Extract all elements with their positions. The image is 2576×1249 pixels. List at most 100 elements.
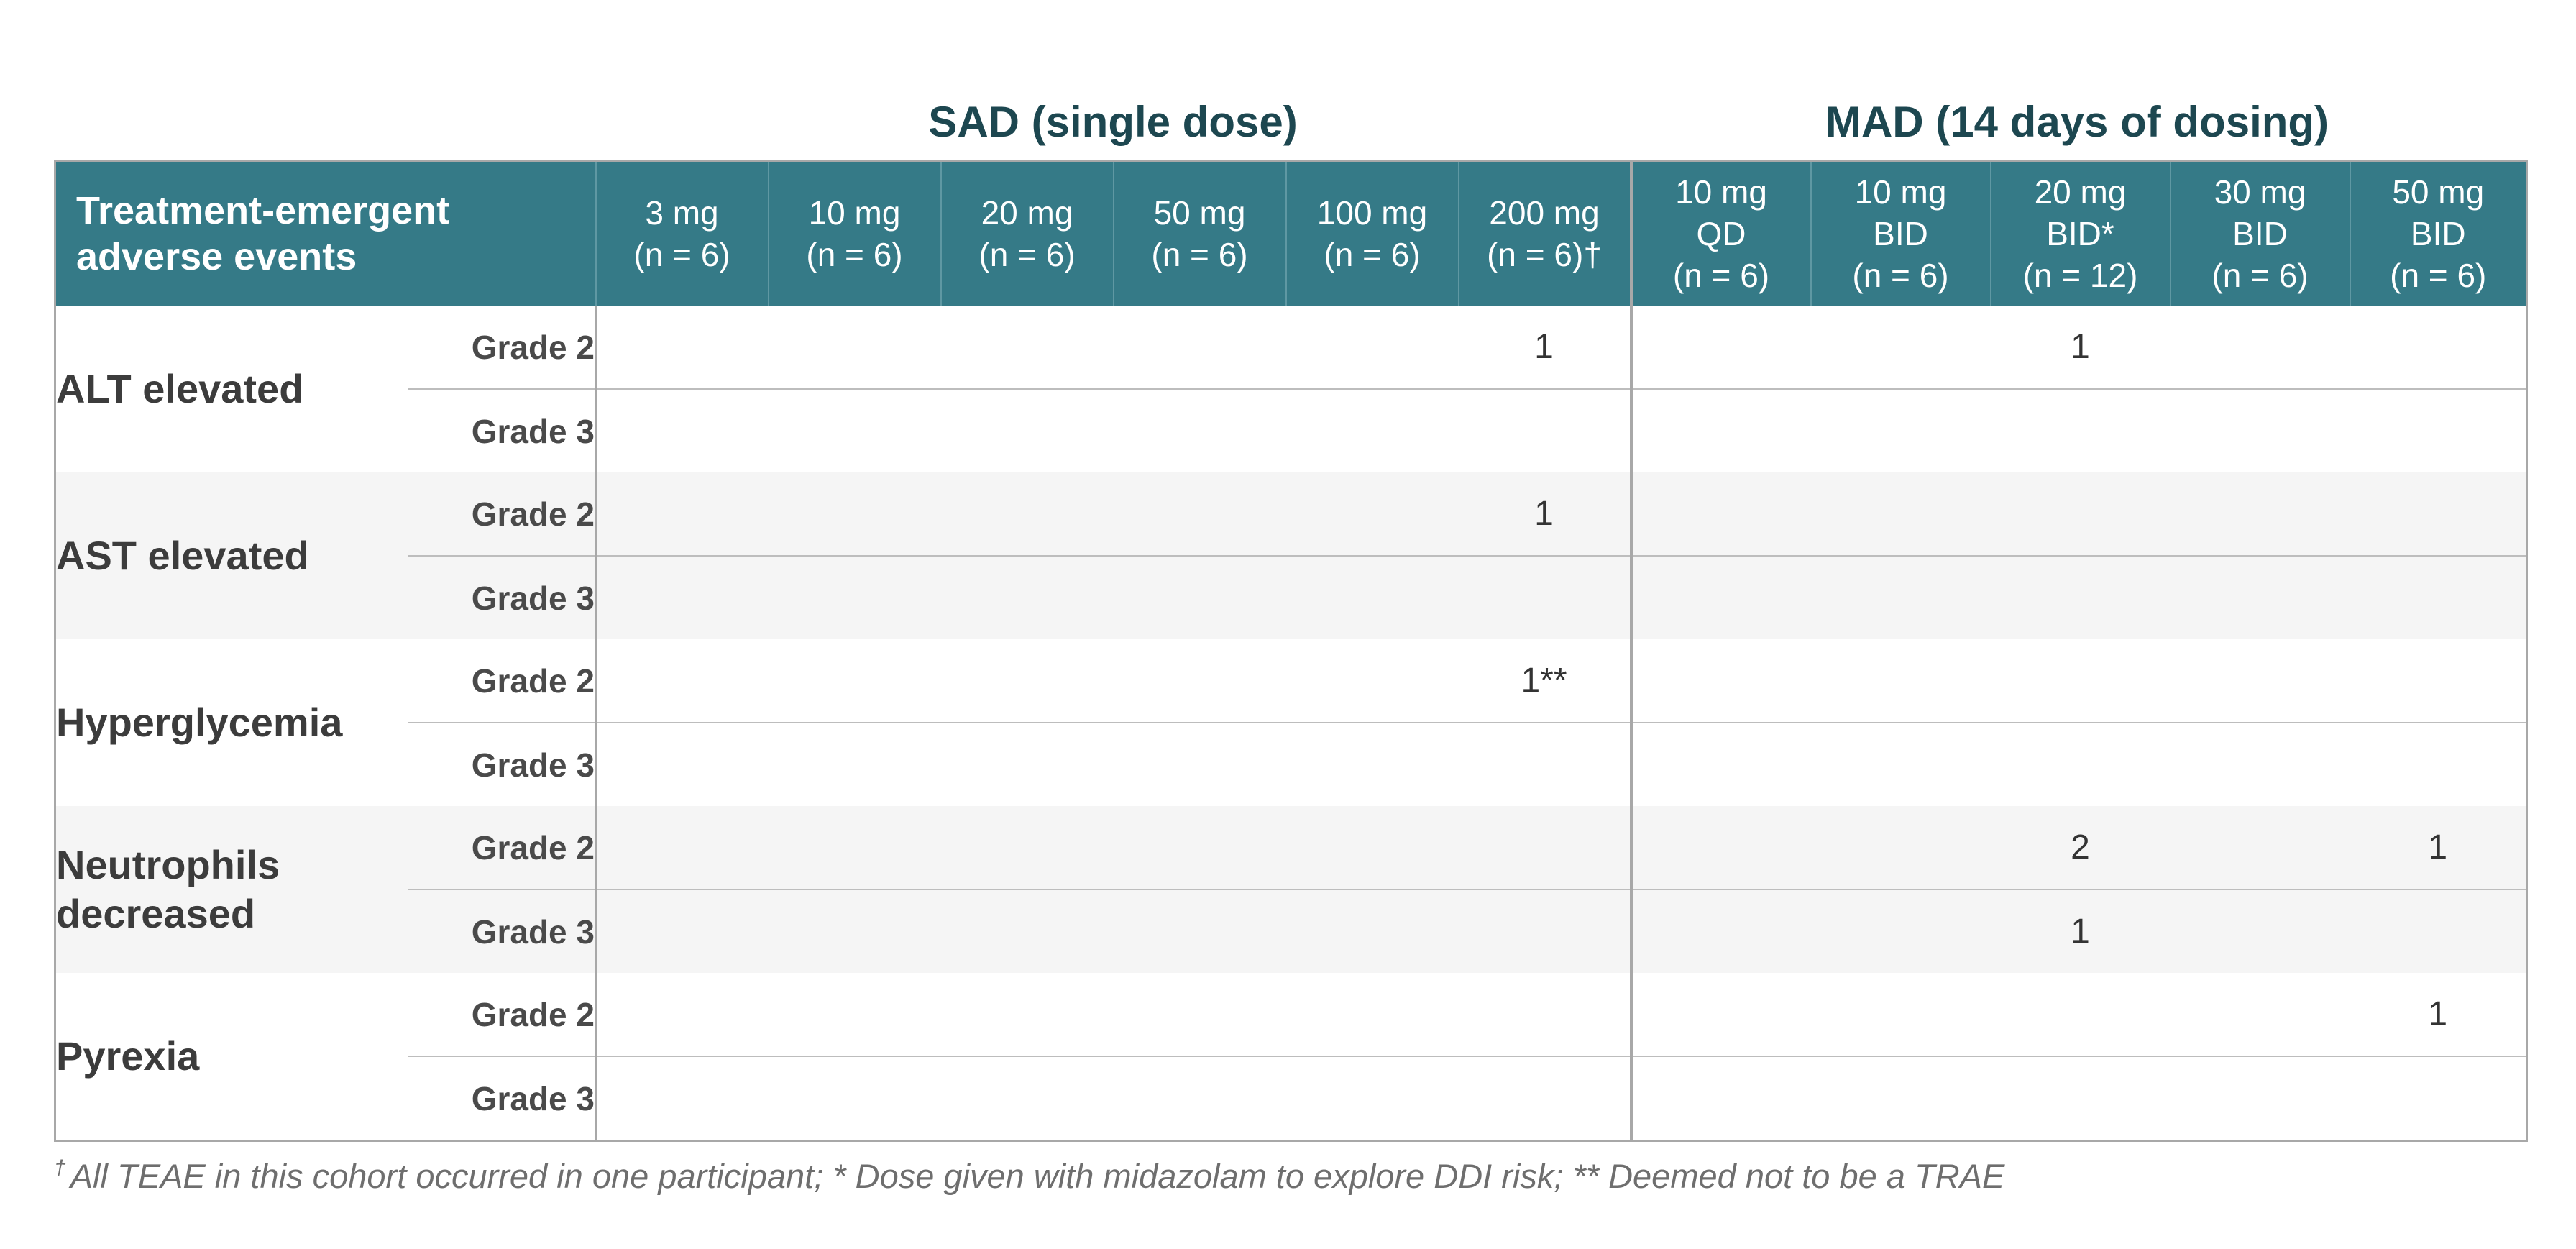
event-count-cell xyxy=(1286,723,1459,806)
event-count-cell xyxy=(595,639,769,723)
event-count-cell xyxy=(2350,723,2527,806)
dose-header-line: QD xyxy=(1696,215,1746,252)
grade-label: Grade 2 xyxy=(407,306,596,390)
event-count-cell xyxy=(595,306,769,390)
dose-column-header: 100 mg (n = 6) xyxy=(1285,160,1459,306)
event-count-cell xyxy=(1629,639,1811,723)
event-count-cell xyxy=(2350,889,2527,973)
grade-label: Grade 3 xyxy=(407,889,596,973)
event-count-cell xyxy=(1285,639,1459,723)
dose-column-header: 20 mg BID* (n = 12) xyxy=(1989,160,2171,306)
dose-header-line: (n = 6) xyxy=(633,236,730,273)
event-name: Neutrophils decreased xyxy=(55,806,408,973)
event-count-cell xyxy=(2350,306,2527,390)
event-count-cell xyxy=(1286,1056,1459,1141)
event-count-cell xyxy=(1991,1056,2171,1141)
event-count-cell xyxy=(1810,889,1991,973)
event-count-cell xyxy=(768,889,941,973)
event-count-cell xyxy=(940,556,1114,639)
event-count-cell xyxy=(940,806,1114,890)
dose-header-line: BID xyxy=(2410,215,2466,252)
event-count-cell xyxy=(2170,973,2350,1057)
grade-label: Grade 2 xyxy=(407,472,596,557)
dose-column-header: 3 mg (n = 6) xyxy=(595,160,769,306)
event-count-cell xyxy=(2350,389,2527,472)
event-count-cell xyxy=(1458,556,1631,639)
footnote: † All TEAE in this cohort occurred in one… xyxy=(54,1140,2520,1197)
event-count-cell xyxy=(595,389,769,472)
event-count-cell xyxy=(2350,556,2527,639)
event-count-cell xyxy=(940,889,1114,973)
event-count-cell: 1 xyxy=(1458,306,1631,390)
table-row: Grade 3 xyxy=(55,556,2527,639)
event-count-cell xyxy=(595,472,769,557)
event-count-cell: 1 xyxy=(2350,973,2527,1057)
event-count-cell xyxy=(768,806,941,890)
event-count-cell xyxy=(768,556,941,639)
dose-column-header: 10 mg (n = 6) xyxy=(767,160,941,306)
event-count-cell xyxy=(1629,806,1811,890)
event-count-cell xyxy=(1285,472,1459,557)
event-count-cell xyxy=(1810,639,1991,723)
dose-header-line: 20 mg xyxy=(2034,173,2127,211)
event-name-line: AST elevated xyxy=(56,533,309,578)
dose-header-line: 10 mg xyxy=(1854,173,1947,211)
event-count-cell xyxy=(595,889,769,973)
event-count-cell xyxy=(1629,1056,1811,1141)
dose-column-header: 10 mg QD (n = 6) xyxy=(1629,160,1811,306)
event-count-cell xyxy=(941,389,1114,472)
event-count-cell xyxy=(595,723,769,806)
dose-column-header: 30 mg BID (n = 6) xyxy=(2169,160,2350,306)
event-count-cell: 1 xyxy=(1458,472,1631,557)
event-count-cell xyxy=(2350,639,2527,723)
event-count-cell xyxy=(1990,556,2171,639)
table-header-row: Treatment-emergent adverse events 3 mg (n… xyxy=(55,160,2527,306)
grade-label: Grade 3 xyxy=(471,1079,595,1117)
event-count-cell xyxy=(1458,889,1631,973)
event-count-cell xyxy=(1990,472,2171,557)
grade-label: Grade 2 xyxy=(407,806,596,890)
event-count-cell xyxy=(1113,556,1286,639)
dose-column-header: 200 mg (n = 6)† xyxy=(1457,160,1631,306)
event-count-cell xyxy=(2350,472,2527,557)
dose-header-line: 200 mg xyxy=(1489,194,1600,232)
event-count-cell xyxy=(1113,889,1286,973)
event-count-cell xyxy=(1459,723,1631,806)
event-count-cell xyxy=(1458,973,1631,1057)
event-count-cell xyxy=(1629,472,1811,557)
event-count-cell xyxy=(1459,389,1631,472)
dose-header-line: (n = 6) xyxy=(1852,257,1949,294)
dose-header-line: (n = 6)† xyxy=(1487,236,1602,273)
dose-column-header: 50 mg (n = 6) xyxy=(1112,160,1286,306)
event-count-cell xyxy=(1991,723,2171,806)
event-count-cell xyxy=(1114,389,1286,472)
dose-header-line: 10 mg xyxy=(1675,173,1767,211)
event-count-cell xyxy=(940,306,1114,390)
event-count-cell xyxy=(1810,472,1991,557)
dose-header-line: 50 mg xyxy=(2392,173,2485,211)
event-count-cell xyxy=(1811,1056,1991,1141)
footnote-text: All TEAE in this cohort occurred in one … xyxy=(70,1157,2005,1195)
dose-header-line: (n = 6) xyxy=(1151,236,1248,273)
event-count-cell xyxy=(768,306,941,390)
event-count-cell xyxy=(1810,973,1991,1057)
event-count-cell xyxy=(768,472,941,557)
dose-column-header: 50 mg BID (n = 6) xyxy=(2349,160,2527,306)
event-count-cell xyxy=(769,1056,941,1141)
sad-group-title: SAD (single dose) xyxy=(928,98,1298,146)
event-name: AST elevated xyxy=(55,472,408,639)
event-name-line: ALT elevated xyxy=(56,366,304,411)
event-name: Pyrexia xyxy=(55,973,408,1141)
event-name: Hyperglycemia xyxy=(55,639,408,806)
event-count-cell xyxy=(1810,306,1991,390)
event-count-cell xyxy=(1811,723,1991,806)
event-count-cell xyxy=(1991,389,2171,472)
event-count-cell xyxy=(595,806,769,890)
event-name-line: Pyrexia xyxy=(56,1033,200,1079)
event-count-cell xyxy=(595,973,769,1057)
event-count-cell xyxy=(2171,1056,2350,1141)
table-row: Grade 3 xyxy=(55,1056,2527,1141)
dose-header-line: (n = 6) xyxy=(1324,236,1421,273)
event-count-cell xyxy=(595,1056,769,1141)
